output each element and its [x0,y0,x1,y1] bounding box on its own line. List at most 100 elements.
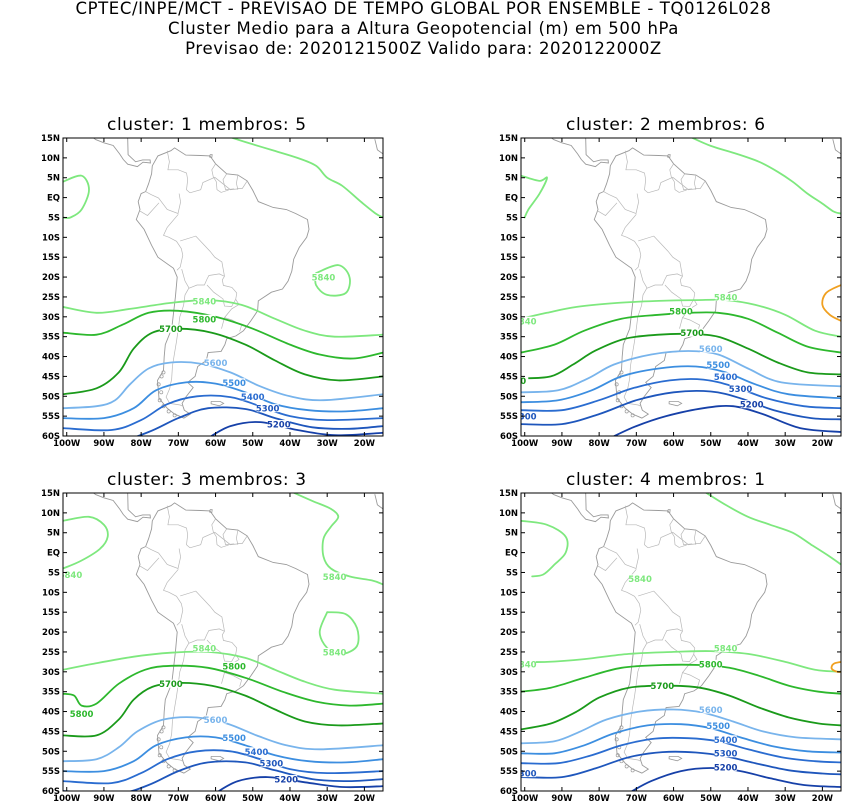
contour-label: 5300 [260,760,284,770]
fjord-island [161,370,166,375]
contour-label-bg [699,659,722,668]
lat-label: 25S [42,648,60,658]
contour-label-bg [312,273,335,282]
map-content: 5840 5840 5800 5700 5600 5500 5400 5300 5200 [63,138,383,436]
geopotential-contour [63,299,383,338]
contour-label: 5400 [245,748,269,758]
map-content: 5840 5840 5840 5800 5700 5600 5500 5400 5300 5300… [521,493,841,791]
lon-label: 50W [700,794,722,803]
geopotential-contour [63,380,383,420]
geopotential-contour [63,394,383,432]
geopotential-contour [63,681,383,738]
geopotential-contour [821,284,841,322]
geopotential-contour [318,611,360,655]
lon-label: 20W [354,794,376,803]
panel-4-title: cluster: 4 membros: 1 [566,470,766,490]
lon-label: 90W [551,439,573,449]
country-border [623,288,648,407]
country-border [680,173,693,191]
contour-label: 5500 [222,379,246,389]
contour-label-bg [223,378,246,387]
lat-label: 10N [41,154,60,164]
contour-label: 5300 [513,413,537,423]
contour-label: 5300 [714,750,738,760]
contour-label: 5200 [267,421,291,431]
country-border [647,176,696,194]
geopotential-contour [690,138,841,215]
contour-label: 5800 [699,660,723,670]
lat-label: 45S [500,727,518,737]
country-border [180,590,225,632]
lon-label: 50W [242,794,264,803]
fjord-island [614,382,619,387]
contour-label-bg [275,775,298,784]
lat-label: 50S [500,392,518,402]
contour-label-bg [707,360,730,369]
country-border [145,191,181,214]
lon-label: 100W [53,794,81,803]
lat-label: 5S [48,568,60,578]
contour-label: 5300 [729,385,753,395]
lat-label: 20S [42,273,60,283]
geopotential-contour [521,378,841,412]
contour-label: 5840 [59,571,83,581]
contour-label: 5840 [193,644,217,654]
contour-label: 5200 [714,764,738,774]
fjord-island [161,725,166,730]
contour-label: 5600 [204,716,228,726]
contour-label: 5400 [714,373,738,383]
contour-label-bg [670,306,692,315]
fjord-island [159,390,164,395]
contour-label: 5840 [323,648,347,658]
contour-label-bg [521,316,536,325]
contour-label-bg [521,376,529,385]
lat-label: 40S [500,353,518,363]
map-panel-cluster-3: 5840 5840 5840 5840 5800 5800 5700 5600 5500 5400… [41,489,384,803]
lat-label: 5N [47,174,60,184]
geopotential-contour [229,138,383,219]
contour-label: 5200 [740,401,764,411]
lat-label: 60S [500,432,518,442]
contour-label: 5600 [699,706,723,716]
geopotential-contour [292,493,383,586]
lon-label: 90W [551,794,573,803]
lat-label: 5S [506,568,518,578]
central-america-coastline [92,138,151,168]
contour-label-bg [714,749,737,758]
contour-label: 5400 [714,736,738,746]
lon-label: 70W [626,794,648,803]
lon-label: 60W [205,794,227,803]
geopotential-contour [521,663,841,695]
contour-label-bg [521,412,536,421]
country-border [669,518,687,548]
map-panel-cluster-4: 5840 5840 5840 5800 5700 5600 5500 5400 5300 5300… [499,489,842,803]
lat-label: 55S [42,767,60,777]
country-border [221,299,240,329]
lat-label: 35S [500,688,518,698]
geopotential-contour [63,515,109,570]
geopotential-contour [63,749,383,785]
lat-label: EQ [47,549,60,559]
country-border [189,176,238,194]
lon-label: 60W [205,439,227,449]
geopotential-contour [63,174,90,219]
contour-label: 5840 [628,575,652,585]
contour-label-bg [70,709,93,718]
contour-label-bg [729,384,752,393]
contour-label-bg [714,372,737,381]
fjord-island [159,745,164,750]
contour-label-bg [193,314,216,323]
lat-label: 50S [42,392,60,402]
contour-label: 5600 [204,359,228,369]
panel-2-title: cluster: 2 membros: 6 [566,115,766,135]
country-border [206,284,238,307]
lat-label: 25S [42,293,60,303]
africa-coastline [832,139,841,155]
lon-label: 40W [737,439,759,449]
lat-label: 45S [500,372,518,382]
contour-label-bg [256,404,279,413]
country-border [139,202,160,216]
contour-label: 5840 [513,317,537,327]
fjord-island [166,409,171,414]
country-border [597,557,618,571]
